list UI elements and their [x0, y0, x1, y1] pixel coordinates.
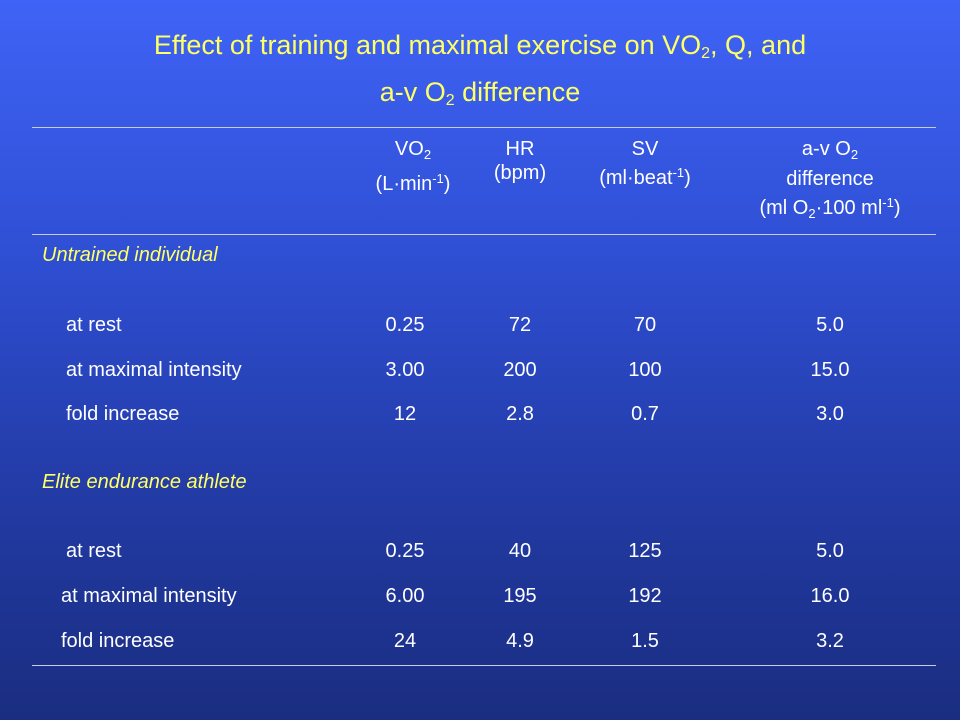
table-header-rule	[32, 234, 936, 235]
cell-sv: 0.7	[631, 403, 659, 425]
header-text: )	[893, 197, 901, 219]
header-text: )	[443, 173, 451, 195]
header-text: HR	[505, 138, 535, 160]
cell-hr: 4.9	[506, 630, 534, 652]
cell-hr: 2.8	[506, 403, 534, 425]
cell-vo2: 6.00	[385, 585, 425, 607]
header-text: )	[684, 167, 691, 189]
title-line-2: a-v O2 difference	[0, 73, 960, 120]
title-subscript: 2	[445, 92, 455, 109]
cell-avo2: 5.0	[816, 540, 844, 562]
row-label: at maximal intensity	[61, 585, 237, 607]
cell-vo2: 24	[393, 630, 417, 652]
header-text: (L·min	[375, 173, 433, 195]
header-sv: SV (ml·beat-1)	[570, 137, 720, 190]
header-avo2: a-v O2 difference (ml O2·100 ml-1)	[720, 137, 940, 226]
title-text: a-v O	[379, 77, 446, 107]
title-line-1: Effect of training and maximal exercise …	[0, 26, 960, 73]
row-label: at rest	[66, 540, 122, 562]
header-subscript: 2	[808, 206, 816, 221]
cell-avo2: 5.0	[816, 314, 844, 336]
header-text: SV	[631, 138, 659, 160]
cell-hr: 200	[503, 359, 537, 381]
header-vo2: VO2 (L·min-1)	[338, 137, 488, 196]
cell-sv: 1.5	[631, 630, 659, 652]
header-text: ·100 ml	[815, 197, 883, 219]
header-text: (bpm)	[493, 162, 547, 184]
header-text: (ml O	[759, 197, 809, 219]
header-superscript: -1	[432, 171, 444, 186]
header-text: a-v O	[801, 138, 851, 160]
header-subscript: 2	[423, 147, 432, 162]
cell-vo2: 3.00	[385, 359, 425, 381]
header-subscript: 2	[850, 147, 859, 162]
cell-sv: 70	[633, 314, 657, 336]
title-text: Effect of training and maximal exercise …	[153, 30, 702, 60]
header-text: (ml·beat	[599, 167, 673, 189]
cell-hr: 195	[503, 585, 537, 607]
cell-vo2: 0.25	[385, 540, 425, 562]
cell-hr: 40	[508, 540, 532, 562]
cell-avo2: 3.0	[816, 403, 844, 425]
header-superscript: -1	[672, 165, 685, 180]
cell-sv: 100	[628, 359, 662, 381]
header-text: difference	[786, 168, 874, 190]
header-superscript: -1	[882, 195, 894, 210]
title-subscript: 2	[701, 45, 711, 62]
header-hr: HR (bpm)	[455, 137, 585, 185]
cell-sv: 125	[628, 540, 662, 562]
cell-vo2: 12	[393, 403, 417, 425]
row-label: fold increase	[66, 403, 180, 425]
section-title: Untrained individual	[42, 244, 218, 266]
cell-avo2: 15.0	[810, 359, 850, 381]
cell-sv: 192	[628, 585, 662, 607]
row-label: at maximal intensity	[66, 359, 242, 381]
slide-title: Effect of training and maximal exercise …	[0, 26, 960, 120]
cell-hr: 72	[508, 314, 532, 336]
title-text: , Q, and	[710, 30, 807, 60]
cell-avo2: 3.2	[816, 630, 844, 652]
section-title: Elite endurance athlete	[42, 471, 247, 493]
row-label: at rest	[66, 314, 122, 336]
row-label: fold increase	[61, 630, 175, 652]
table-top-rule	[32, 127, 936, 128]
cell-vo2: 0.25	[385, 314, 425, 336]
header-text: VO	[394, 138, 424, 160]
cell-avo2: 16.0	[810, 585, 850, 607]
title-text: difference	[454, 77, 581, 107]
table-bottom-rule	[32, 665, 936, 666]
